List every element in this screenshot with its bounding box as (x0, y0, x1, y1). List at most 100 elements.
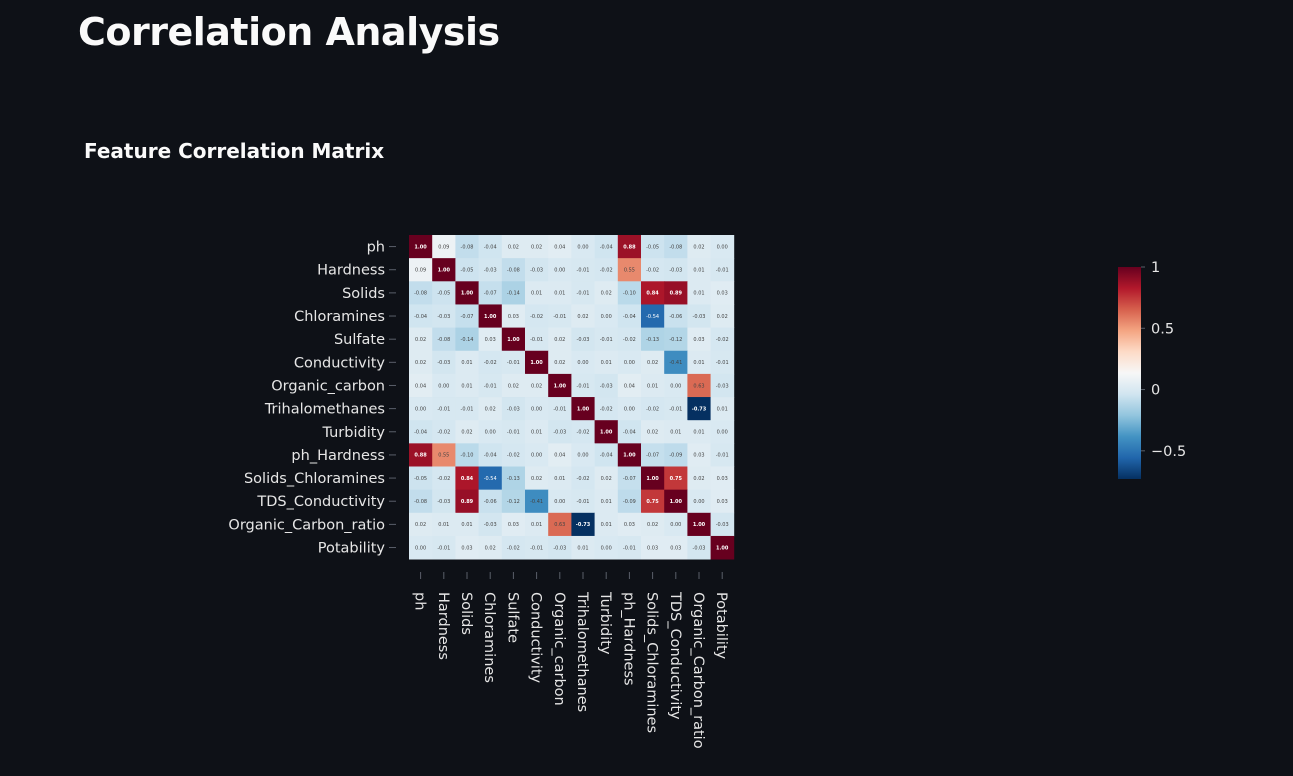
heatmap-cell[interactable] (594, 535, 619, 560)
heatmap-cell[interactable] (571, 304, 595, 328)
heatmap-cell[interactable] (687, 281, 711, 305)
heatmap-cell[interactable] (455, 443, 479, 467)
heatmap-cell[interactable] (525, 281, 549, 305)
heatmap-cell[interactable] (664, 327, 688, 352)
heatmap-cell[interactable] (432, 258, 456, 282)
heatmap-cell[interactable] (548, 420, 572, 444)
heatmap-cell[interactable] (664, 350, 688, 375)
heatmap-cell[interactable] (455, 512, 479, 537)
heatmap-cell[interactable] (664, 304, 688, 328)
colorbar[interactable] (1118, 267, 1141, 479)
heatmap-cell[interactable] (525, 304, 549, 328)
heatmap-cell[interactable] (594, 327, 619, 352)
heatmap-cell[interactable] (501, 512, 526, 537)
heatmap-cell[interactable] (687, 258, 711, 282)
heatmap-cell[interactable] (432, 535, 456, 560)
heatmap-cell[interactable] (687, 327, 711, 352)
heatmap-cell[interactable] (617, 350, 642, 375)
heatmap-cell[interactable] (710, 235, 735, 259)
heatmap-cell[interactable] (501, 281, 526, 305)
heatmap-cell[interactable] (478, 489, 503, 514)
heatmap-cell[interactable] (617, 512, 642, 537)
heatmap-cell[interactable] (664, 535, 688, 560)
heatmap-cell[interactable] (525, 512, 549, 537)
heatmap-cell[interactable] (664, 235, 688, 259)
heatmap-cell[interactable] (478, 281, 503, 305)
heatmap-cell[interactable] (409, 304, 433, 328)
heatmap-cell[interactable] (571, 466, 595, 491)
heatmap-cell[interactable] (594, 373, 619, 398)
heatmap-cell[interactable] (478, 235, 503, 259)
heatmap-cell[interactable] (664, 512, 688, 537)
heatmap-cell[interactable] (687, 489, 711, 514)
heatmap-cell[interactable] (571, 420, 595, 444)
heatmap-cell[interactable] (710, 304, 735, 328)
heatmap-cell[interactable] (548, 397, 572, 421)
heatmap-cell[interactable] (525, 373, 549, 398)
heatmap-cell[interactable] (525, 235, 549, 259)
heatmap-cell[interactable] (594, 397, 619, 421)
heatmap-cell[interactable] (571, 443, 595, 467)
heatmap-cell[interactable] (617, 397, 642, 421)
heatmap-cell[interactable] (571, 281, 595, 305)
heatmap-cell[interactable] (710, 327, 735, 352)
heatmap-cell[interactable] (548, 350, 572, 375)
heatmap-cell[interactable] (525, 466, 549, 491)
heatmap-cell[interactable] (501, 397, 526, 421)
heatmap-cell[interactable] (455, 235, 479, 259)
heatmap-cell[interactable] (687, 535, 711, 560)
heatmap-cell[interactable] (687, 397, 711, 421)
heatmap-cell[interactable] (617, 535, 642, 560)
heatmap-cell[interactable] (594, 235, 619, 259)
heatmap-cell[interactable] (664, 420, 688, 444)
heatmap-cell[interactable] (432, 327, 456, 352)
heatmap-cell[interactable] (501, 373, 526, 398)
heatmap-cell[interactable] (478, 373, 503, 398)
heatmap-cell[interactable] (571, 512, 595, 537)
heatmap-cell[interactable] (571, 350, 595, 375)
heatmap-cell[interactable] (617, 443, 642, 467)
heatmap-cell[interactable] (501, 235, 526, 259)
heatmap-cell[interactable] (501, 304, 526, 328)
heatmap-cell[interactable] (594, 258, 619, 282)
heatmap-cell[interactable] (687, 512, 711, 537)
heatmap-cell[interactable] (594, 489, 619, 514)
heatmap-cell[interactable] (617, 373, 642, 398)
heatmap-cell[interactable] (617, 235, 642, 259)
heatmap-cell[interactable] (687, 373, 711, 398)
heatmap-cell[interactable] (710, 420, 735, 444)
heatmap-cell[interactable] (710, 512, 735, 537)
heatmap-cell[interactable] (478, 350, 503, 375)
heatmap-cell[interactable] (478, 397, 503, 421)
heatmap-cell[interactable] (710, 373, 735, 398)
heatmap-cell[interactable] (432, 420, 456, 444)
heatmap-cell[interactable] (432, 489, 456, 514)
heatmap-cell[interactable] (687, 443, 711, 467)
heatmap-cell[interactable] (641, 512, 665, 537)
heatmap-cell[interactable] (525, 397, 549, 421)
heatmap-cell[interactable] (525, 327, 549, 352)
heatmap-cell[interactable] (571, 327, 595, 352)
heatmap-cell[interactable] (641, 304, 665, 328)
heatmap-cell[interactable] (525, 350, 549, 375)
heatmap-cell[interactable] (409, 466, 433, 491)
heatmap-cell[interactable] (432, 443, 456, 467)
heatmap-cell[interactable] (617, 489, 642, 514)
heatmap-cell[interactable] (432, 304, 456, 328)
heatmap-cell[interactable] (478, 258, 503, 282)
heatmap-cell[interactable] (409, 350, 433, 375)
heatmap-cell[interactable] (525, 489, 549, 514)
heatmap-cell[interactable] (455, 258, 479, 282)
heatmap-cell[interactable] (594, 350, 619, 375)
heatmap-cell[interactable] (409, 535, 433, 560)
heatmap-cell[interactable] (710, 350, 735, 375)
heatmap-cell[interactable] (548, 373, 572, 398)
heatmap-cell[interactable] (548, 443, 572, 467)
heatmap-cell[interactable] (409, 281, 433, 305)
heatmap-cell[interactable] (409, 373, 433, 398)
heatmap-cell[interactable] (432, 397, 456, 421)
heatmap-cell[interactable] (455, 466, 479, 491)
heatmap-cell[interactable] (617, 466, 642, 491)
heatmap-cell[interactable] (710, 443, 735, 467)
